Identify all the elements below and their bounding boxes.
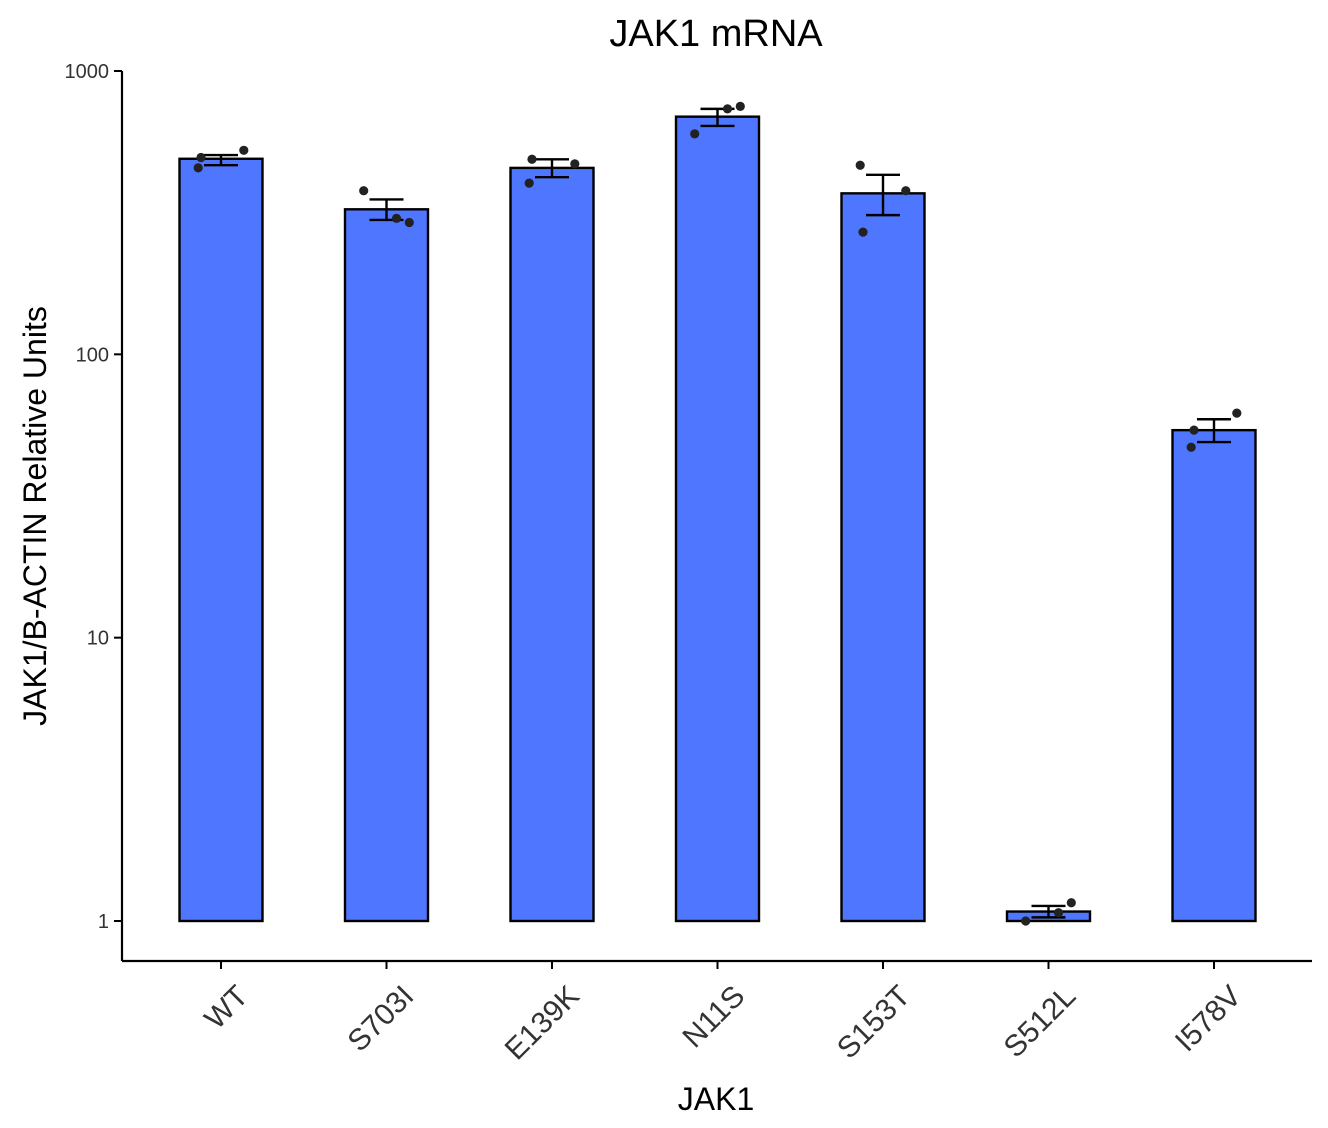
data-point-s153t	[855, 160, 865, 170]
bar-s153t	[840, 192, 926, 923]
x-tick-label-i578v: I578V	[1169, 979, 1248, 1058]
bar-i578v	[1171, 428, 1257, 923]
data-point-s703i	[359, 186, 369, 196]
x-tick-label-n11s: N11S	[676, 979, 751, 1054]
bar-wt	[178, 157, 264, 923]
data-point-i578v	[1186, 442, 1196, 452]
data-point-n11s	[735, 101, 745, 111]
y-axis-title: JAK1/B-ACTIN Relative Units	[17, 306, 53, 726]
x-axis-title: JAK1	[678, 1081, 754, 1117]
error-bar-s512l	[1031, 904, 1066, 919]
data-point-i578v	[1189, 425, 1199, 435]
data-point-e139k	[527, 154, 537, 164]
data-point-s153t	[901, 186, 911, 196]
error-bar-wt	[204, 153, 238, 167]
x-tick-label-s512l: S512L	[998, 979, 1083, 1064]
data-point-n11s	[690, 129, 700, 139]
x-tick-label-s153t: S153T	[831, 979, 917, 1065]
error-bar-i578v	[1197, 418, 1231, 444]
bar-e139k	[509, 166, 595, 923]
data-point-wt	[196, 152, 206, 163]
data-point-s512l	[1066, 898, 1076, 908]
y-tick-label-1: 1	[98, 911, 109, 933]
data-point-i578v	[1232, 408, 1242, 418]
y-tick-label-1000: 1000	[65, 61, 110, 83]
data-point-s703i	[391, 213, 402, 223]
bars-layer	[178, 115, 1257, 923]
data-point-s153t	[858, 227, 868, 237]
data-point-e139k	[524, 178, 534, 188]
chart-title: JAK1 mRNA	[609, 13, 823, 55]
data-point-n11s	[722, 104, 733, 114]
points-layer	[193, 101, 1242, 926]
error-bar-s153t	[866, 173, 900, 217]
data-point-s512l	[1053, 908, 1064, 918]
x-tick-label-s703i: S703I	[342, 979, 421, 1058]
bar-n11s	[674, 115, 761, 923]
y-tick-label-100: 100	[76, 344, 109, 366]
bar-s703i	[343, 208, 430, 923]
y-tick-label-10: 10	[87, 628, 109, 650]
data-point-wt	[239, 145, 249, 155]
data-point-e139k	[570, 159, 580, 169]
x-tick-label-e139k: E139K	[499, 979, 586, 1066]
error-bar-e139k	[535, 158, 569, 179]
x-tick-label-wt: WT	[198, 979, 254, 1035]
data-point-s703i	[404, 217, 414, 228]
data-point-wt	[193, 163, 203, 173]
data-point-s512l	[1021, 916, 1031, 926]
